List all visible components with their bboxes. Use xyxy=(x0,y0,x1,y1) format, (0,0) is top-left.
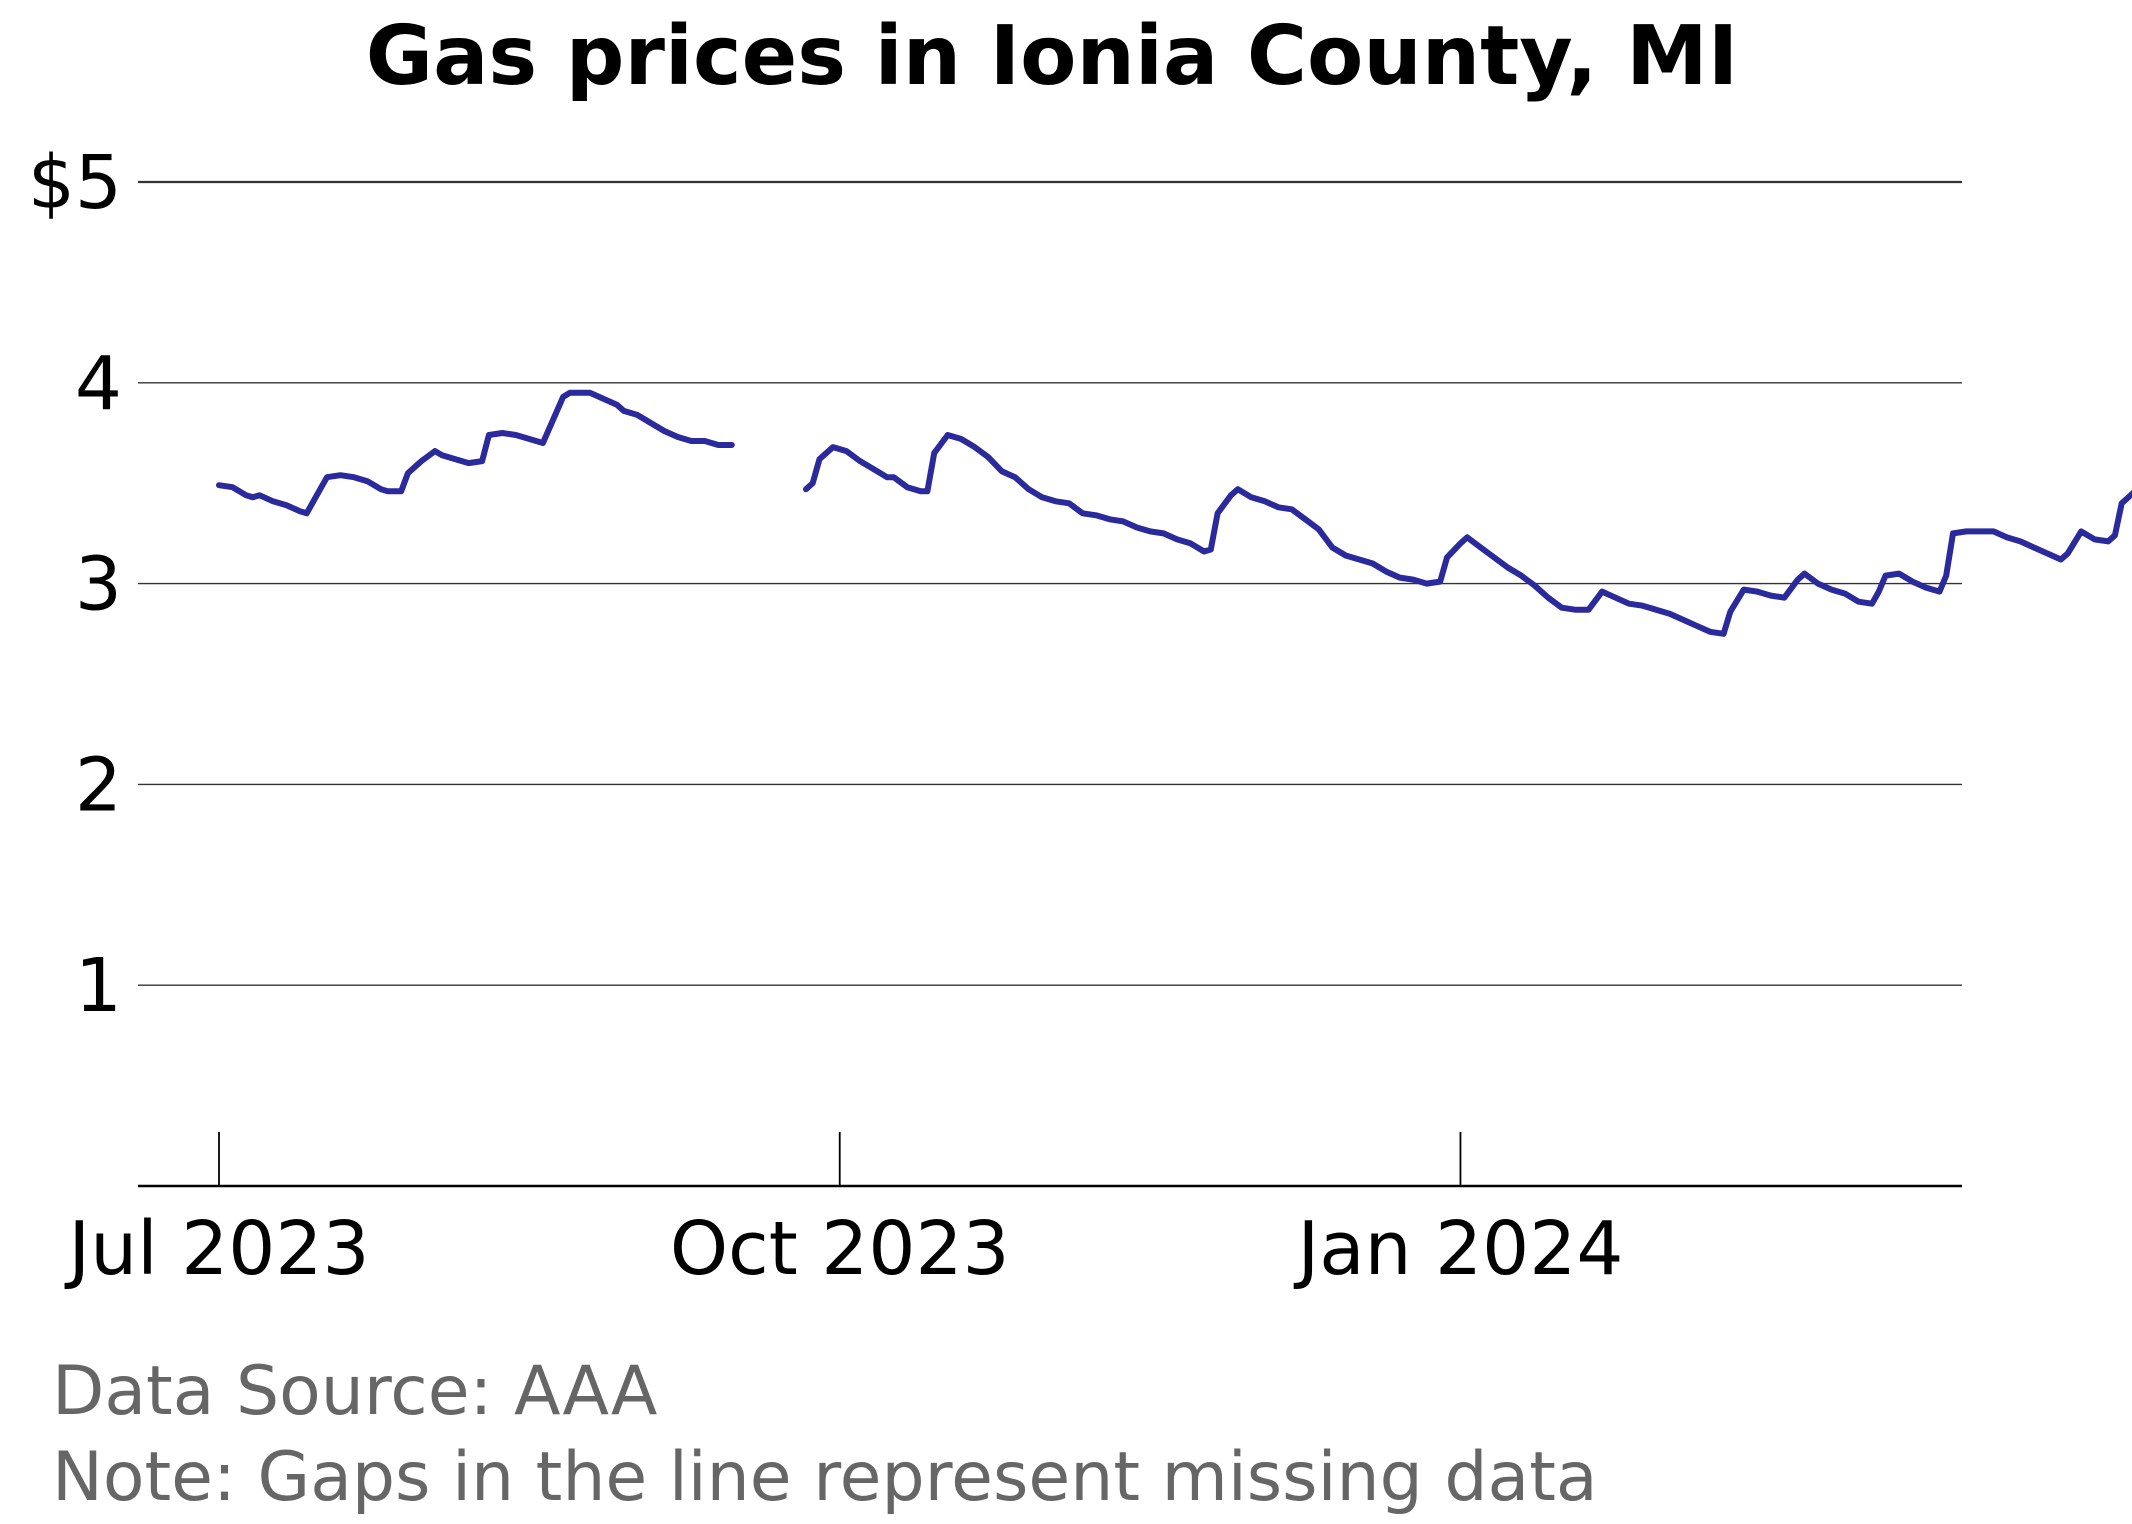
y-tick-label-3: 3 xyxy=(75,542,122,628)
y-tick-label-4: 4 xyxy=(75,341,122,427)
gridlines xyxy=(138,180,1962,986)
price-line-segment-2 xyxy=(803,432,2132,637)
y-tick-label-1: 1 xyxy=(75,943,122,1029)
y-axis-labels: 1 2 3 4 $5 xyxy=(28,140,122,1029)
y-tick-label-5: $5 xyxy=(28,140,122,226)
x-axis: Jul 2023 Oct 2023 Jan 2024 xyxy=(64,1132,1962,1292)
x-tick-label-2: Jan 2024 xyxy=(1293,1206,1623,1292)
x-tick-label-1: Oct 2023 xyxy=(670,1206,1010,1292)
y-tick-label-2: 2 xyxy=(75,742,122,828)
x-tick-label-0: Jul 2023 xyxy=(64,1206,369,1292)
price-lines xyxy=(216,389,2132,637)
data-source-note: Data Source: AAA xyxy=(52,1352,657,1431)
chart-title: Gas prices in Ionia County, MI xyxy=(366,9,1738,104)
missing-data-note: Note: Gaps in the line represent missing… xyxy=(52,1438,1598,1517)
price-line-segment-1 xyxy=(216,389,735,517)
